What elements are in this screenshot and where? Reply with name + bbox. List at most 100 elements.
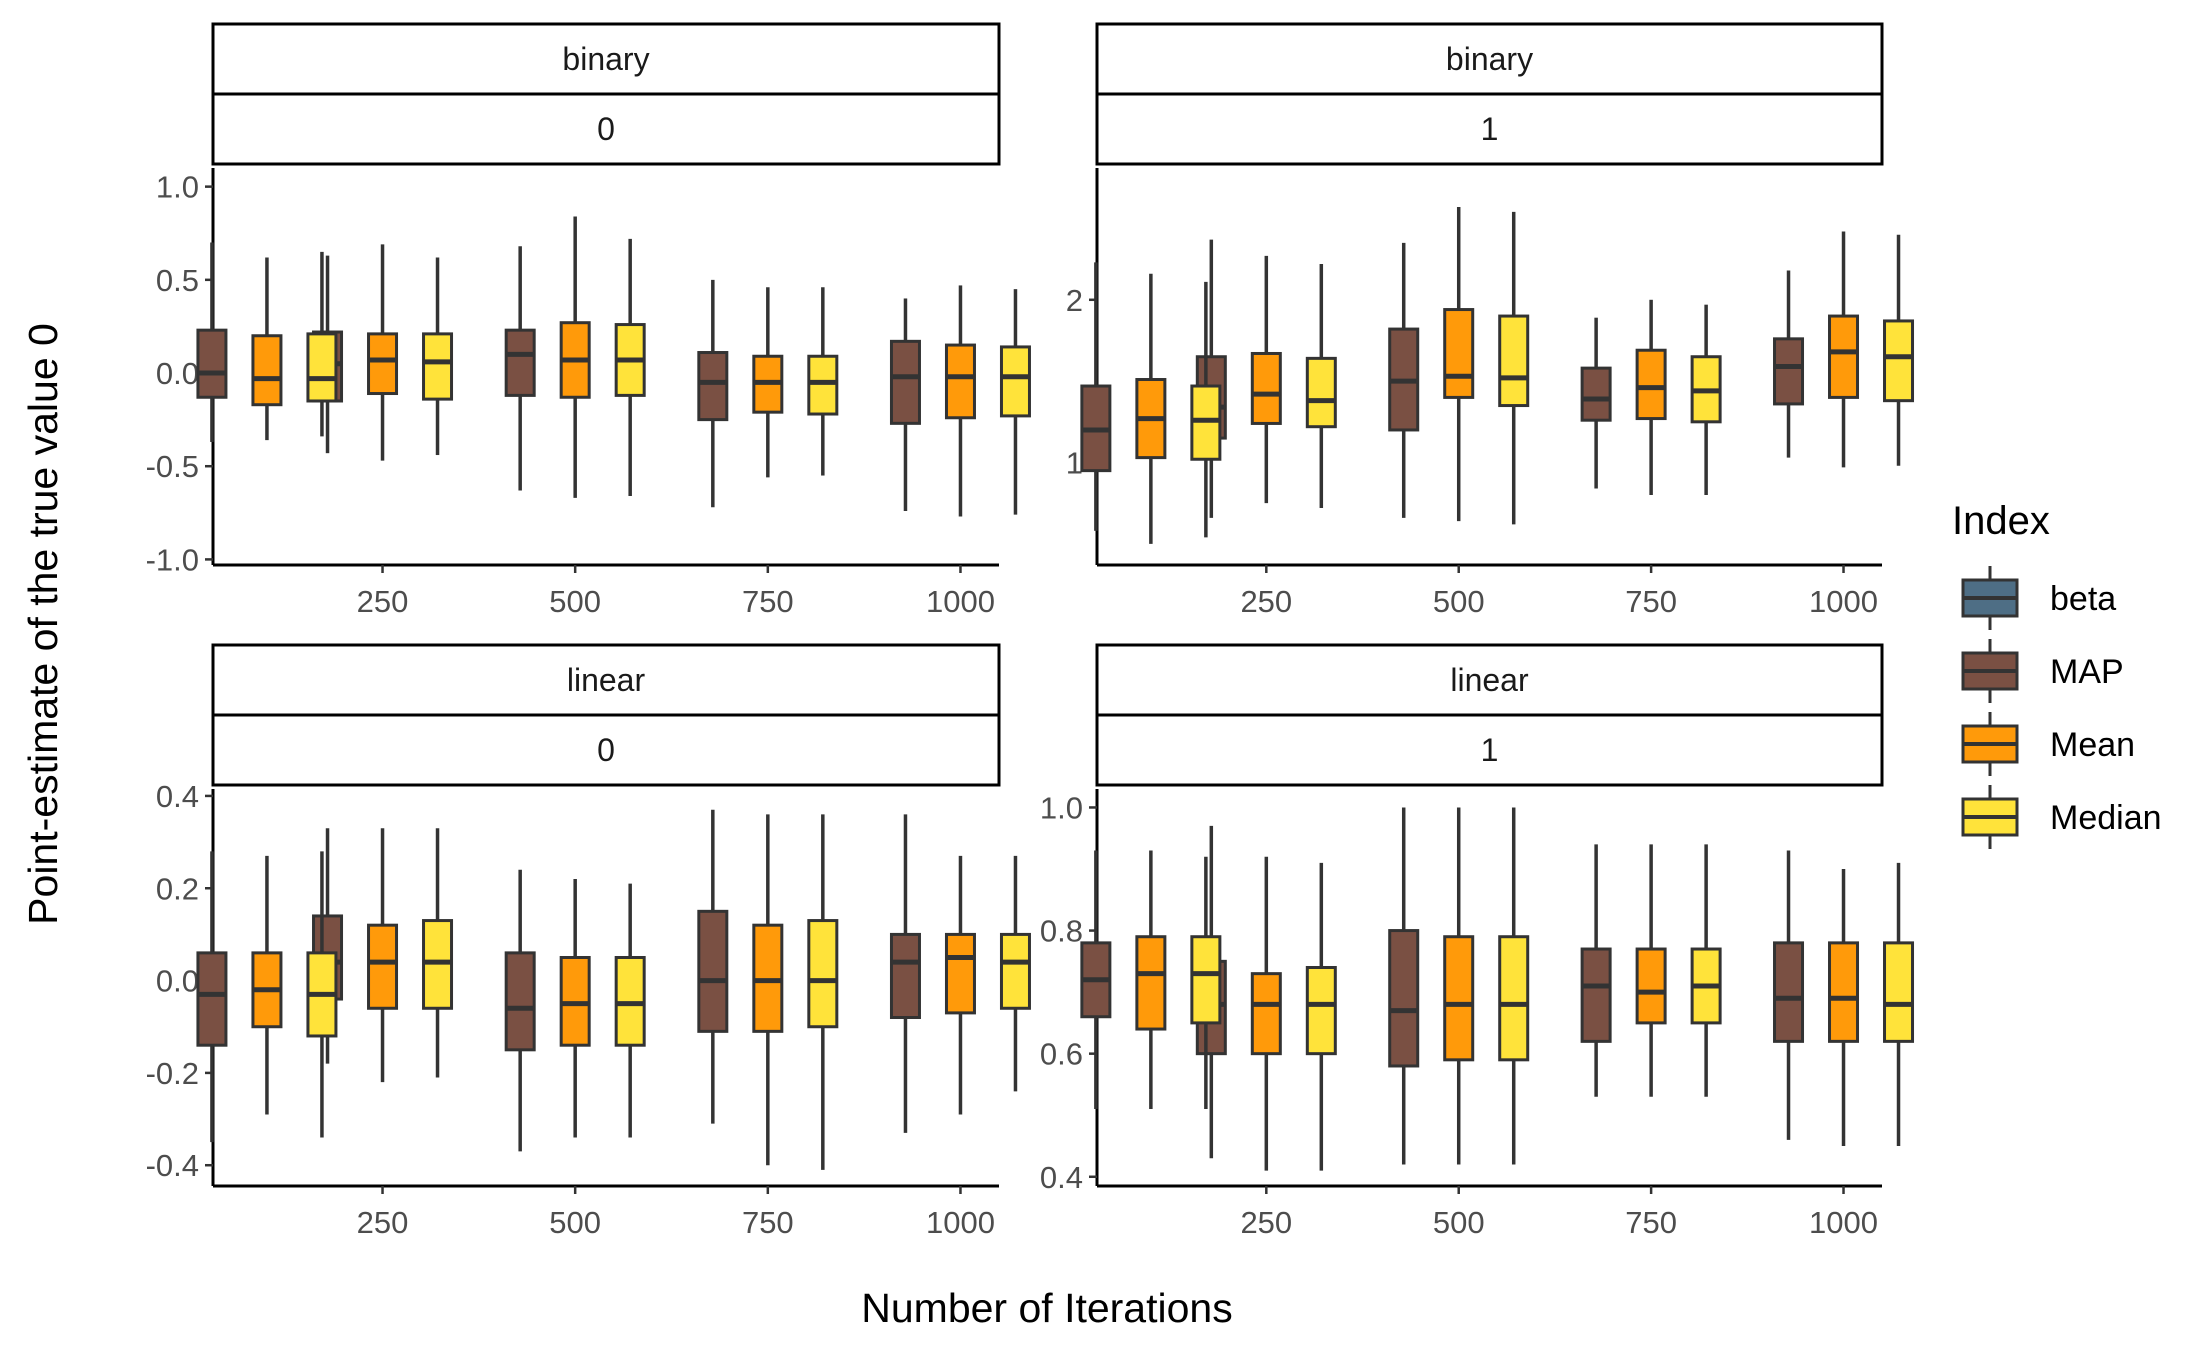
y-axis-title: Point-estimate of the true value 0 [20, 323, 66, 925]
facet-strip-bottom-label: 1 [1481, 111, 1499, 147]
y-tick-label: 1.0 [1040, 790, 1083, 825]
box [944, 343, 976, 420]
boxplot-map-1000 [1773, 270, 1805, 458]
boxplot-median-100 [306, 251, 338, 437]
boxplot-mean-1000 [1828, 231, 1860, 468]
x-tick-label: 500 [549, 584, 601, 619]
boxplot-median-500 [614, 238, 646, 497]
box [889, 339, 921, 425]
box [196, 951, 228, 1047]
legend-label: Mean [2050, 726, 2135, 764]
boxplot-map-500 [504, 246, 536, 491]
boxplot-map-100 [196, 242, 228, 442]
boxplot-mean-100 [1135, 273, 1167, 544]
legend-label: beta [2050, 580, 2116, 618]
box [1305, 356, 1337, 429]
box [999, 345, 1031, 418]
boxplot-median-250 [1305, 862, 1337, 1171]
boxplot-mean-100 [251, 257, 283, 441]
facet-strip-bottom [1095, 92, 1884, 166]
box [1250, 972, 1282, 1056]
facet-strip-top-label: linear [567, 662, 646, 698]
legend-label: Median [2050, 799, 2162, 837]
box [1305, 965, 1337, 1056]
y-tick-label: 0.6 [1040, 1037, 1083, 1072]
facet-panel: binary 0 -1.0 -0.5 0.0 0.5 1.0 250 500 750 1000 [146, 22, 1031, 619]
box [1443, 308, 1475, 399]
x-tick-label: 250 [1240, 584, 1292, 619]
box [1250, 351, 1282, 425]
boxplot-mean-500 [559, 879, 591, 1138]
box [1190, 935, 1222, 1025]
facet-strip-bottom [211, 713, 1001, 787]
y-tick-label: -0.2 [146, 1056, 199, 1091]
x-tick-label: 250 [357, 1205, 409, 1240]
x-tick-label: 250 [357, 584, 409, 619]
legend-item-map: MAP [1961, 639, 2124, 703]
facet-strip-bottom-label: 0 [597, 111, 615, 147]
boxplot-mean-750 [1635, 844, 1667, 1097]
x-tick-label: 1000 [1809, 1205, 1878, 1240]
box [697, 909, 729, 1033]
legend-item-median: Median [1961, 785, 2162, 849]
box [1828, 941, 1860, 1043]
x-axis-title: Number of Iterations [861, 1285, 1232, 1331]
boxplot-mean-1000 [944, 285, 976, 517]
boxplot-map-1000 [1773, 850, 1805, 1140]
x-tick-label: 500 [1433, 1205, 1485, 1240]
boxplot-median-250 [422, 828, 454, 1078]
box [367, 332, 399, 396]
box [889, 932, 921, 1020]
boxplot-mean-100 [251, 855, 283, 1115]
facet-strip-bottom-label: 0 [597, 732, 615, 768]
box [1498, 314, 1530, 408]
boxplot-map-250 [1195, 239, 1227, 518]
box [807, 354, 839, 416]
box [1580, 947, 1612, 1043]
boxplot-median-750 [807, 814, 839, 1170]
y-tick-label: -0.4 [146, 1148, 199, 1183]
boxplot-map-750 [1580, 317, 1612, 489]
facet-strip-top [1095, 22, 1884, 96]
boxplot-mean-250 [367, 828, 399, 1083]
box [1883, 941, 1915, 1043]
facet-strip-top-label: binary [1446, 41, 1533, 77]
x-tick-label: 750 [1625, 1205, 1677, 1240]
x-tick-label: 250 [1240, 1205, 1292, 1240]
boxplot-median-100 [1190, 856, 1222, 1110]
box [1498, 935, 1530, 1062]
facet-strip-bottom-label: 1 [1481, 732, 1499, 768]
facet-panel: linear 1 0.4 0.6 0.8 1.0 250 500 750 1000 [1040, 643, 1915, 1240]
box [697, 351, 729, 422]
boxplot-mean-250 [1250, 856, 1282, 1171]
box [1388, 929, 1420, 1068]
legend-item-beta: beta [1961, 566, 2116, 630]
boxplot-median-1000 [999, 289, 1031, 515]
box [1443, 935, 1475, 1062]
y-tick-label: -1.0 [146, 542, 199, 577]
legend: Index beta MAP Mean Median [1952, 499, 2162, 849]
boxplot-median-500 [614, 883, 646, 1138]
boxplot-mean-750 [1635, 299, 1667, 496]
boxplot-mean-250 [367, 244, 399, 461]
x-tick-label: 750 [742, 584, 794, 619]
x-tick-label: 1000 [926, 1205, 995, 1240]
y-tick-label: 2 [1066, 283, 1083, 318]
boxplot-map-750 [697, 809, 729, 1124]
boxplot-median-750 [1690, 304, 1722, 496]
boxplot-map-750 [1580, 844, 1612, 1097]
box [1635, 348, 1667, 421]
x-tick-label: 750 [742, 1205, 794, 1240]
legend-title: Index [1952, 499, 2050, 543]
facet-strip-top-label: binary [562, 41, 649, 77]
facet-strip-top-label: linear [1450, 662, 1529, 698]
boxplot-mean-750 [752, 287, 784, 478]
boxplot-map-500 [504, 869, 536, 1152]
boxplot-median-1000 [999, 855, 1031, 1092]
box [422, 332, 454, 401]
y-tick-label: 0.0 [156, 356, 199, 391]
boxplot-mean-500 [1443, 207, 1475, 522]
box [1635, 947, 1667, 1025]
y-tick-label: 0.8 [1040, 914, 1083, 949]
